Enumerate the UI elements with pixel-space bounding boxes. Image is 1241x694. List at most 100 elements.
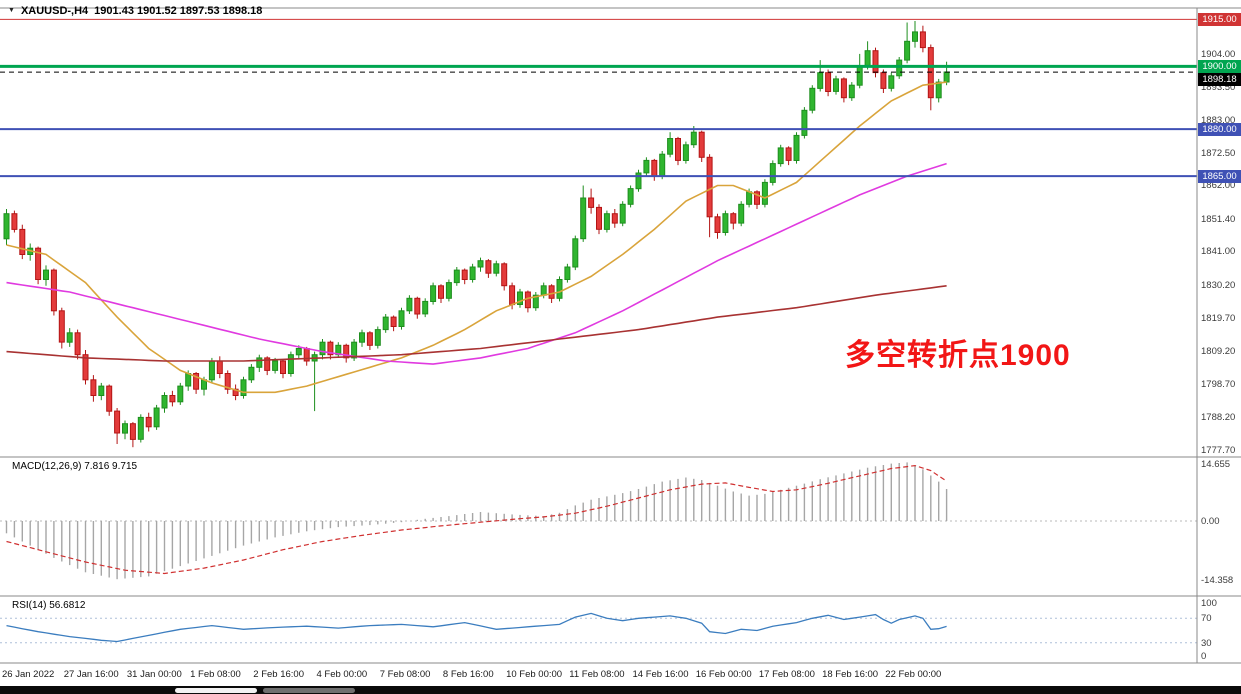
rsi-indicator-label: RSI(14) 56.6812	[12, 600, 86, 611]
candle	[872, 50, 879, 74]
candle	[11, 213, 18, 230]
time-axis-label: 4 Feb 00:00	[316, 669, 368, 680]
candle	[445, 282, 452, 299]
candle	[777, 147, 784, 165]
candle	[611, 213, 618, 224]
candle	[319, 341, 326, 356]
price-axis-label: 1777.70	[1201, 444, 1236, 456]
candle	[280, 360, 286, 374]
candle	[430, 285, 437, 302]
rsi-axis-label: 30	[1201, 637, 1212, 649]
candle	[153, 407, 160, 428]
candle	[801, 109, 808, 136]
candle	[106, 385, 113, 412]
candle	[501, 263, 508, 287]
time-axis-label: 10 Feb 00:00	[506, 669, 563, 680]
candle	[129, 423, 136, 440]
candle	[248, 366, 255, 381]
candle	[627, 188, 634, 205]
candle	[935, 81, 942, 99]
ohlc-values: 1901.43 1901.52 1897.53 1898.18	[94, 5, 263, 17]
taskbar	[0, 686, 1241, 694]
macd-layer	[0, 462, 1197, 580]
candle	[3, 213, 10, 240]
candle	[287, 354, 294, 375]
candle	[690, 131, 697, 146]
candles-layer	[3, 21, 950, 448]
candle	[769, 163, 776, 183]
candle	[643, 159, 650, 174]
candle	[532, 294, 539, 309]
candle	[398, 310, 405, 327]
price-level-badge-1900.00: 1900.00	[1198, 59, 1241, 73]
candle	[572, 238, 579, 268]
price-axis-label: 1883.00	[1201, 114, 1236, 126]
candle	[509, 285, 516, 306]
candle	[706, 156, 713, 218]
candle	[406, 297, 413, 312]
candle	[327, 341, 334, 356]
candle	[469, 266, 476, 280]
candle	[746, 191, 753, 205]
candle	[919, 31, 926, 49]
candle	[714, 216, 721, 234]
candle	[485, 260, 492, 274]
candle	[517, 291, 523, 305]
candle	[208, 360, 215, 381]
collapse-triangle-icon: ▼	[8, 6, 15, 14]
candle	[730, 213, 737, 224]
candle	[635, 172, 642, 190]
candle	[169, 395, 176, 403]
candle	[256, 357, 263, 368]
time-axis-label: 16 Feb 00:00	[695, 669, 752, 680]
taskbar-item[interactable]	[175, 687, 257, 693]
candle	[272, 360, 279, 371]
candle	[161, 395, 168, 409]
price-level-badge-1898.18: 1898.18	[1198, 72, 1241, 86]
time-axis-label: 22 Feb 00:00	[885, 669, 942, 680]
candle	[738, 203, 745, 224]
price-axis-label: 1904.00	[1201, 48, 1236, 60]
candle	[493, 263, 500, 274]
price-axis-label: 1851.40	[1201, 213, 1236, 225]
price-axis-label: 1872.50	[1201, 147, 1236, 159]
chart-title: ▼ XAUUSD-,H4 1901.43 1901.52 1897.53 189…	[8, 5, 262, 17]
candle	[588, 197, 595, 208]
taskbar-item[interactable]	[263, 687, 355, 693]
time-axis-label: 8 Feb 16:00	[442, 669, 494, 680]
time-axis-label: 26 Jan 2022	[2, 669, 55, 680]
price-axis-label: 1841.00	[1201, 246, 1236, 258]
candle	[145, 416, 152, 428]
price-axis-label: 1809.20	[1201, 345, 1236, 357]
rsi-axis-label: 70	[1201, 613, 1212, 625]
candle	[825, 72, 832, 92]
candle	[651, 159, 658, 177]
candle	[833, 78, 839, 92]
candle	[698, 131, 705, 158]
time-axis-label: 27 Jan 16:00	[63, 669, 119, 680]
candle	[366, 332, 373, 346]
time-axis-label: 14 Feb 16:00	[632, 669, 689, 680]
candle	[761, 181, 768, 205]
price-level-badge-1865.00: 1865.00	[1198, 169, 1241, 183]
levels-layer	[0, 18, 1197, 178]
candle	[35, 247, 42, 280]
candle	[240, 379, 247, 396]
candle	[880, 72, 887, 89]
rsi-axis-label: 0	[1201, 651, 1207, 662]
candle	[359, 332, 365, 343]
candle	[943, 71, 950, 83]
rsi-line	[6, 612, 947, 643]
candle	[351, 341, 358, 359]
candle	[540, 285, 547, 296]
candle	[927, 47, 934, 99]
candle	[564, 266, 571, 280]
price-axis-label: 1862.00	[1201, 180, 1236, 192]
candle	[193, 373, 200, 390]
chart-annotation-text: 多空转折点1900	[845, 339, 1071, 372]
price-axis-label: 1819.70	[1201, 313, 1236, 325]
candle	[43, 269, 49, 281]
candle	[137, 416, 144, 440]
